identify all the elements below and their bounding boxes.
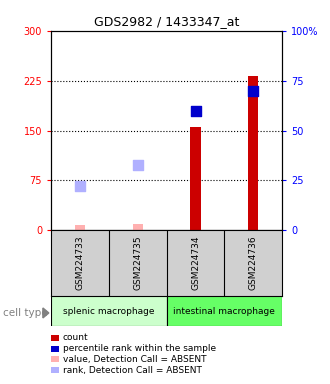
Bar <box>167 296 282 326</box>
Bar <box>248 76 258 230</box>
Text: GSM224735: GSM224735 <box>133 236 142 290</box>
Bar <box>75 225 85 230</box>
Text: count: count <box>63 333 88 343</box>
Polygon shape <box>43 308 49 318</box>
Text: intestinal macrophage: intestinal macrophage <box>174 306 275 316</box>
Text: GSM224736: GSM224736 <box>249 236 258 290</box>
Bar <box>190 127 201 230</box>
Text: GSM224734: GSM224734 <box>191 236 200 290</box>
Text: GSM224733: GSM224733 <box>76 236 84 290</box>
Text: rank, Detection Call = ABSENT: rank, Detection Call = ABSENT <box>63 366 202 375</box>
Point <box>251 88 256 94</box>
Point <box>135 161 140 167</box>
Point <box>77 184 82 190</box>
Bar <box>133 224 143 230</box>
Text: splenic macrophage: splenic macrophage <box>63 306 155 316</box>
Text: cell type: cell type <box>3 308 48 318</box>
Title: GDS2982 / 1433347_at: GDS2982 / 1433347_at <box>94 15 239 28</box>
Point <box>193 108 198 114</box>
Bar <box>51 296 167 326</box>
Text: percentile rank within the sample: percentile rank within the sample <box>63 344 216 353</box>
Text: value, Detection Call = ABSENT: value, Detection Call = ABSENT <box>63 355 206 364</box>
